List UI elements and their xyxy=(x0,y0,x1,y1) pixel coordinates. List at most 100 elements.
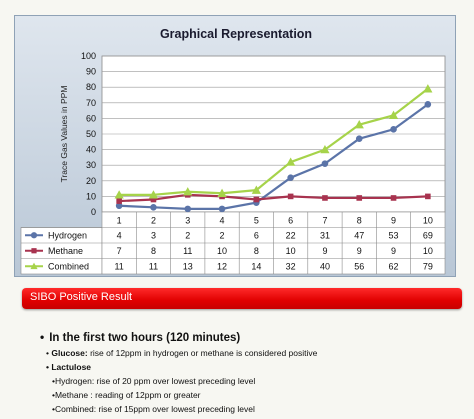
data-label: 40 xyxy=(320,261,330,271)
data-label: 56 xyxy=(354,261,364,271)
point-hydrogen xyxy=(184,205,192,213)
data-label: 7 xyxy=(117,246,122,256)
point-hydrogen xyxy=(390,126,397,133)
data-label: 8 xyxy=(254,246,259,256)
data-label: 11 xyxy=(183,246,192,256)
data-label: 9 xyxy=(322,246,327,256)
y-tick-label: 100 xyxy=(81,51,96,61)
y-tick-label: 90 xyxy=(86,67,96,77)
point-hydrogen xyxy=(321,160,329,167)
legend-marker-hydrogen xyxy=(30,232,38,239)
legend-label-hydrogen: Hydrogen xyxy=(48,230,87,240)
legend-label-methane: Methane xyxy=(48,246,83,256)
x-tick-label: 8 xyxy=(357,216,362,226)
x-tick-label: 4 xyxy=(220,216,225,226)
point-combined xyxy=(114,190,124,199)
y-tick-label: 20 xyxy=(86,176,96,186)
data-label: 32 xyxy=(286,261,296,271)
point-methane xyxy=(150,196,157,203)
y-tick-label: 40 xyxy=(86,145,96,155)
lactulose-title: • Lactulose xyxy=(46,362,92,372)
series-line-hydrogen xyxy=(119,103,429,210)
glucose-criteria: • Glucose: rise of 12ppm in hydrogen or … xyxy=(46,348,318,358)
lactulose-title-text: Lactulose xyxy=(51,362,92,372)
data-label: 69 xyxy=(423,230,433,240)
point-combined xyxy=(320,145,330,154)
data-label: 6 xyxy=(254,230,259,240)
x-tick-label: 9 xyxy=(391,216,396,226)
data-label: 9 xyxy=(357,246,362,256)
legend-marker-methane xyxy=(31,248,37,254)
y-tick-label: 50 xyxy=(86,129,96,139)
result-banner: SIBO Positive Result xyxy=(22,288,462,309)
bullet-icon: • xyxy=(40,330,45,344)
result-banner-text: SIBO Positive Result xyxy=(30,291,133,303)
series-line-methane xyxy=(119,193,428,203)
data-label: 9 xyxy=(391,246,396,256)
data-label: 22 xyxy=(286,230,296,240)
x-tick-label: 7 xyxy=(322,216,327,226)
point-combined xyxy=(148,190,159,199)
data-label: 14 xyxy=(251,261,261,271)
chart-title: Graphical Representation xyxy=(160,27,312,41)
legend-marker-combined xyxy=(30,262,38,270)
data-label: 62 xyxy=(389,261,399,271)
data-label: 79 xyxy=(423,261,433,271)
y-tick-label: 60 xyxy=(86,113,96,123)
data-label: 8 xyxy=(151,246,156,256)
point-hydrogen xyxy=(424,101,432,108)
data-label: 4 xyxy=(117,230,122,240)
y-tick-label: 0 xyxy=(91,207,96,217)
criteria-heading: • In the first two hours (120 minutes) xyxy=(40,330,240,344)
lactulose-combined-criteria: •Combined: rise of 15ppm over lowest pre… xyxy=(52,404,255,414)
point-combined xyxy=(423,84,433,93)
x-tick-label: 2 xyxy=(151,216,156,226)
data-label: 10 xyxy=(217,246,227,256)
point-methane xyxy=(390,195,397,201)
criteria-heading-text: In the first two hours (120 minutes) xyxy=(49,332,241,344)
data-label: 12 xyxy=(217,261,227,271)
point-methane xyxy=(253,196,260,203)
point-methane xyxy=(116,198,122,204)
x-tick-label: 6 xyxy=(288,216,293,226)
data-label: 10 xyxy=(286,246,296,256)
point-hydrogen xyxy=(355,135,363,142)
point-methane xyxy=(322,195,328,201)
y-tick-label: 80 xyxy=(86,82,96,92)
series-line-combined xyxy=(119,87,429,196)
x-tick-label: 10 xyxy=(423,216,433,226)
y-tick-label: 30 xyxy=(86,160,96,170)
data-label: 11 xyxy=(114,261,123,271)
data-label: 31 xyxy=(320,230,330,240)
data-label: 2 xyxy=(220,230,225,240)
data-label: 47 xyxy=(354,230,364,240)
data-label: 53 xyxy=(389,230,399,240)
point-methane xyxy=(287,193,294,200)
glucose-text: rise of 12ppm in hydrogen or methane is … xyxy=(87,348,318,358)
x-tick-label: 1 xyxy=(117,216,122,226)
point-hydrogen xyxy=(287,174,294,181)
y-tick-label: 70 xyxy=(86,98,96,108)
y-tick-label: 10 xyxy=(86,191,96,201)
lactulose-methane-criteria: •Methane : reading of 12ppm or greater xyxy=(52,390,201,400)
line-chart: Graphical Representation 0 10 20 30 40 50 60 70 8… xyxy=(20,27,446,275)
point-combined xyxy=(286,157,296,166)
data-label: 10 xyxy=(423,246,433,256)
point-combined xyxy=(217,188,227,197)
chart-panel: Graphical Representation 0 10 20 30 40 50 60 70 8… xyxy=(14,15,456,277)
data-label: 2 xyxy=(185,230,190,240)
point-combined xyxy=(183,187,193,196)
y-axis-label: Trace Gas Values in PPM xyxy=(59,86,69,183)
glucose-label: Glucose: xyxy=(51,348,88,358)
x-tick-label: 3 xyxy=(185,216,190,226)
point-combined xyxy=(388,110,399,119)
point-combined xyxy=(251,185,261,194)
lactulose-hydrogen-criteria: •Hydrogen: rise of 20 ppm over lowest pr… xyxy=(52,376,256,386)
point-combined xyxy=(354,120,364,129)
legend-label-combined: Combined xyxy=(48,261,89,271)
data-label: 11 xyxy=(149,261,158,271)
point-methane xyxy=(425,193,431,200)
point-hydrogen xyxy=(218,205,226,213)
data-label: 3 xyxy=(151,230,156,240)
point-hydrogen xyxy=(150,204,157,211)
